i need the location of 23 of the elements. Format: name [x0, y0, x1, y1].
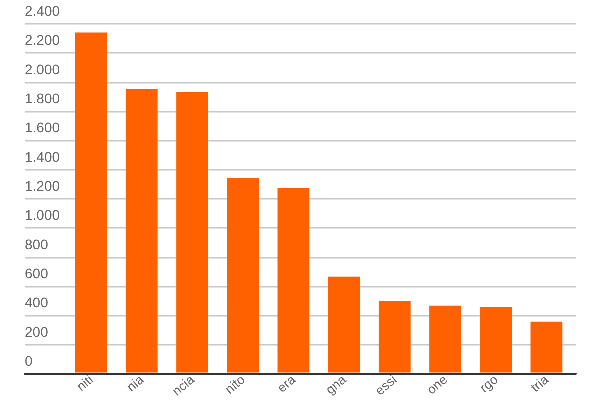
x-tick-label: nia [124, 372, 148, 395]
y-tick-label: 2.200 [25, 32, 60, 48]
y-tick-label: 800 [25, 236, 49, 252]
y-tick-label: 1.600 [25, 120, 60, 136]
y-tick-label: 0 [25, 353, 33, 369]
y-tick-label: 600 [25, 266, 49, 282]
x-tick-label: era [274, 372, 300, 396]
y-tick-label: 2.400 [25, 3, 60, 19]
y-tick-label: 200 [25, 324, 49, 340]
y-tick-label: 2.000 [25, 61, 60, 78]
x-tick-label: ncia [169, 372, 198, 399]
y-tick-label: 1.200 [25, 178, 60, 194]
y-tick-label: 1.400 [25, 148, 60, 165]
x-tick-label: gna [322, 372, 350, 398]
x-tick-label: niti [74, 372, 96, 394]
x-tick-label: tria [528, 372, 552, 396]
x-tick-label: essi [372, 372, 400, 398]
y-tick-label: 400 [25, 294, 49, 311]
x-tick-label: rgo [476, 372, 501, 396]
x-tick-label: one [424, 372, 450, 398]
y-tick-label: 1.000 [25, 207, 60, 224]
y-tick-label: 1.800 [25, 90, 60, 106]
x-tick-label: nito [222, 372, 248, 397]
